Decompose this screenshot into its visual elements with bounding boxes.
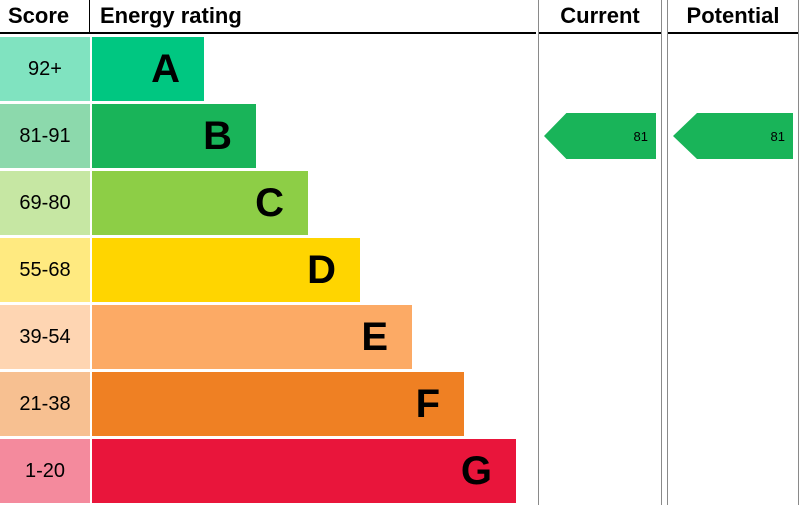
potential-row-d (668, 238, 798, 302)
potential-row-e (668, 305, 798, 369)
potential-rating-arrow: 81 (673, 113, 793, 159)
potential-rating-value: 81 (770, 128, 785, 144)
band-letter: B (203, 114, 232, 158)
current-rating-value: 81 (633, 128, 648, 144)
band-letter: D (307, 248, 336, 292)
band-letter: G (460, 449, 492, 493)
score-column-header: Score (0, 0, 90, 32)
band-letter: E (361, 315, 388, 359)
current-row-c (539, 171, 661, 235)
band-score-range: 21-38 (0, 372, 90, 436)
band-bar: B (92, 104, 256, 168)
band-letter: C (255, 181, 284, 225)
band-bar: C (92, 171, 308, 235)
band-row-a: 92+ A (0, 37, 536, 101)
graph-header-row: Score Energy rating (0, 0, 536, 34)
energy-rating-header: Energy rating (100, 3, 242, 28)
potential-row-c (668, 171, 798, 235)
energy-rating-graph: Score Energy rating 92+ A 81-91 B 69-80 … (0, 0, 536, 503)
potential-row-f (668, 372, 798, 436)
band-bar: A (92, 37, 204, 101)
band-score-range: 1-20 (0, 439, 90, 503)
current-row-d (539, 238, 661, 302)
potential-row-b: 81 (668, 104, 798, 168)
current-row-b: 81 (539, 104, 661, 168)
band-bar: F (92, 372, 464, 436)
band-score-range: 92+ (0, 37, 90, 101)
current-row-f (539, 372, 661, 436)
band-bar: E (92, 305, 412, 369)
current-row-e (539, 305, 661, 369)
potential-column-header: Potential (668, 0, 798, 34)
band-score-range: 81-91 (0, 104, 90, 168)
band-row-f: 21-38 F (0, 372, 536, 436)
current-row-a (539, 37, 661, 101)
band-row-e: 39-54 E (0, 305, 536, 369)
band-score-range: 69-80 (0, 171, 90, 235)
band-row-c: 69-80 C (0, 171, 536, 235)
band-score-range: 39-54 (0, 305, 90, 369)
band-bar: D (92, 238, 360, 302)
current-column-header: Current (539, 0, 661, 34)
band-score-range: 55-68 (0, 238, 90, 302)
band-row-g: 1-20 G (0, 439, 536, 503)
potential-row-a (668, 37, 798, 101)
current-row-g (539, 439, 661, 503)
current-rating-arrow: 81 (544, 113, 656, 159)
band-letter: F (415, 382, 440, 426)
band-row-b: 81-91 B (0, 104, 536, 168)
current-column: Current 81 (538, 0, 662, 505)
band-letter: A (151, 47, 180, 91)
potential-row-g (668, 439, 798, 503)
potential-column: Potential 81 (667, 0, 799, 505)
band-bar: G (92, 439, 516, 503)
band-row-d: 55-68 D (0, 238, 536, 302)
